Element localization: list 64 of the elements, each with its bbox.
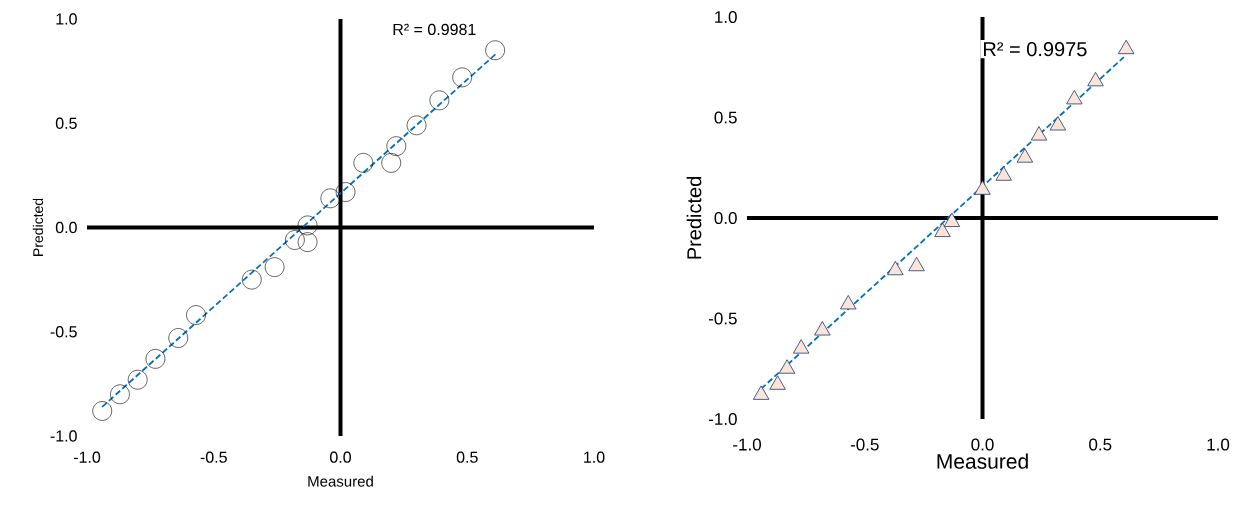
- y-tick-label: 0.0: [714, 211, 737, 225]
- point: [386, 136, 407, 156]
- point: [1066, 90, 1083, 105]
- annotation: R² = 0.9981: [393, 23, 476, 36]
- point: [335, 182, 356, 202]
- point: [353, 153, 374, 173]
- point: [1049, 116, 1067, 131]
- x-tick-label: -1.0: [73, 451, 101, 463]
- x-tick-label: 0.0: [330, 451, 352, 463]
- point: [297, 232, 318, 252]
- x-tick-label: -0.5: [200, 451, 227, 463]
- y-tick-label: -0.5: [708, 312, 737, 325]
- point: [752, 385, 770, 400]
- y-axis-title: Predicted: [32, 198, 44, 256]
- point: [110, 384, 130, 405]
- point: [934, 222, 951, 237]
- point: [1030, 126, 1048, 141]
- point: [264, 257, 285, 277]
- point: [485, 40, 505, 61]
- y-tick-label: -0.5: [50, 326, 77, 338]
- point: [381, 153, 401, 173]
- x-tick-label: 1.0: [584, 451, 605, 463]
- point: [840, 295, 857, 310]
- point: [908, 256, 925, 272]
- point: [792, 339, 810, 354]
- x-tick-label: 1.0: [1207, 438, 1230, 451]
- y-tick-label: 0.5: [55, 117, 77, 129]
- point: [297, 215, 318, 236]
- x-axis-title: Measured: [308, 475, 373, 487]
- y-tick-label: 1.0: [715, 10, 737, 24]
- point: [769, 375, 786, 390]
- x-tick-label: 0.5: [456, 451, 478, 463]
- x-axis-title: Measured: [937, 453, 1028, 469]
- point: [995, 166, 1012, 181]
- point: [320, 188, 341, 209]
- x-tick-label: -1.0: [733, 438, 761, 451]
- point: [241, 269, 262, 290]
- y-tick-label: 0.0: [55, 221, 77, 234]
- point: [814, 321, 831, 336]
- point: [127, 369, 148, 390]
- x-tick-label: -0.5: [850, 438, 879, 451]
- point: [974, 180, 991, 195]
- point: [452, 67, 472, 88]
- point: [1016, 148, 1034, 163]
- annotation: R² = 0.9975: [984, 42, 1087, 57]
- point: [943, 212, 961, 227]
- point: [92, 401, 113, 421]
- x-tick-label: 0.5: [1089, 438, 1112, 451]
- point: [1087, 71, 1104, 87]
- y-axis-title: Predicted: [686, 177, 702, 259]
- point: [285, 230, 305, 250]
- point: [168, 328, 189, 348]
- point: [1117, 39, 1135, 55]
- y-tick-label: 0.5: [714, 111, 737, 124]
- y-tick-label: -1.0: [50, 430, 77, 442]
- y-tick-label: 1.0: [56, 13, 77, 25]
- point: [429, 90, 450, 111]
- point: [186, 305, 206, 325]
- point: [145, 349, 166, 369]
- point: [778, 359, 796, 374]
- point: [887, 260, 904, 276]
- point: [406, 115, 427, 136]
- x-tick-label: 0.0: [971, 438, 994, 451]
- y-tick-label: -1.0: [708, 412, 737, 426]
